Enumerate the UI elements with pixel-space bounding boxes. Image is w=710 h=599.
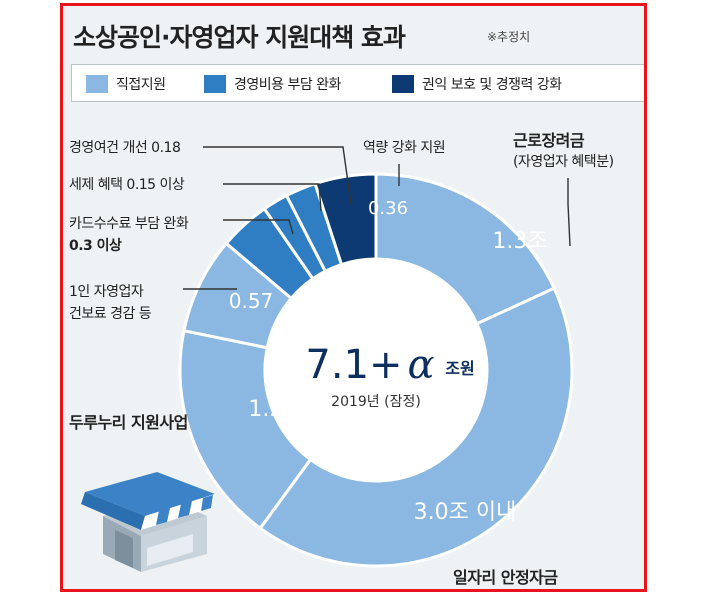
slice-name-label: 일자리 안정자금 [453, 568, 558, 587]
legend-label: 직접지원 [116, 77, 166, 93]
legend-swatch [392, 75, 414, 93]
slice-name-label: 건보료 경감 등 [69, 306, 152, 322]
legend-item-cost-relief: 경영비용 부담 완화 [204, 74, 341, 94]
slice-name-label: 역량 강화 지원 [363, 140, 445, 156]
slice-name-label: 경영여건 개선 0.18 [69, 140, 180, 156]
donut-slice [178, 328, 313, 531]
legend-label: 권익 보호 및 경쟁력 강화 [422, 77, 562, 93]
slice-value-label: 1.3조 [492, 229, 547, 254]
center-unit-label: 조원 [445, 359, 474, 378]
legend: 직접지원 경영비용 부담 완화 권익 보호 및 경쟁력 강화 [71, 64, 644, 102]
leader-line [223, 219, 294, 235]
slice-name-label: (자영업자 혜택분) [513, 154, 614, 170]
center-year-label: 2019년 (잠정) [331, 394, 421, 410]
leader-line [567, 178, 571, 247]
leader-line [203, 146, 352, 205]
legend-label: 경영비용 부담 완화 [234, 77, 341, 93]
slice-value-label: 3.0조 이내 [414, 500, 517, 525]
estimate-note: ※추정치 [487, 30, 531, 44]
infographic-frame: 소상공인·자영업자 지원대책 효과 ※추정치 직접지원 경영비용 부담 완화 권… [60, 3, 647, 592]
donut-slice [313, 172, 378, 267]
legend-swatch [86, 75, 108, 93]
legend-swatch [204, 75, 226, 93]
slice-name-label: 근로장려금 [513, 131, 585, 150]
leader-line [223, 183, 322, 212]
donut-slice [258, 286, 574, 568]
slice-name-label: 1인 자영업자 [69, 284, 144, 300]
donut-slice [374, 172, 557, 326]
slice-name-label: 두루누리 지원사업 [69, 413, 188, 432]
legend-item-direct-support: 직접지원 [86, 74, 166, 94]
slice-value-label: 1.3조 [248, 397, 303, 422]
legend-item-rights-protection: 권익 보호 및 경쟁력 강화 [392, 74, 562, 94]
center-total-value: 7.1+ [305, 342, 402, 388]
slice-value-label: 0.36 [368, 198, 408, 219]
donut-hole [266, 260, 486, 480]
chart-title: 소상공인·자영업자 지원대책 효과 [73, 23, 406, 52]
slice-value-label: 0.57 [229, 289, 274, 313]
slice-name-label: 0.3 이상 [69, 237, 122, 254]
slice-name-label: 세제 혜택 0.15 이상 [69, 177, 185, 193]
storefront-icon [81, 472, 215, 572]
donut-chart: 1.3조 3.0조 이내 1.3조 0.57 0.36 근로장려금 (자영업자 혜택분) 일자… [69, 131, 614, 587]
center-alpha-symbol: α [407, 342, 434, 388]
slice-name-label: 카드수수료 부담 완화 [69, 216, 189, 232]
